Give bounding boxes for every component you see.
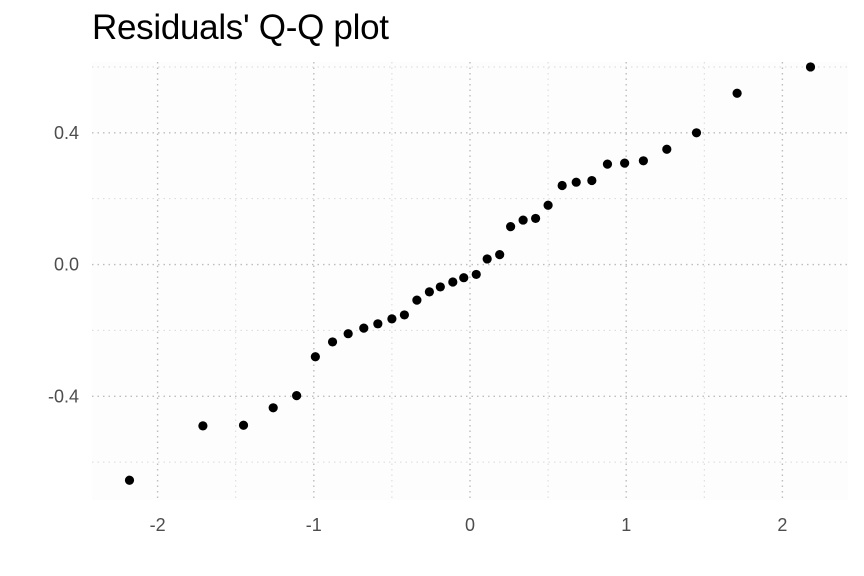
data-point	[531, 213, 541, 224]
data-point	[268, 403, 278, 413]
data-point	[662, 144, 672, 154]
data-point	[587, 175, 597, 186]
data-point	[506, 222, 516, 232]
data-point	[602, 159, 613, 169]
data-point	[292, 391, 302, 401]
data-point	[435, 282, 445, 292]
data-point	[310, 352, 320, 362]
data-point	[571, 177, 581, 187]
x-tick-label: 2	[777, 515, 787, 535]
data-point	[459, 273, 469, 283]
data-point	[557, 180, 567, 191]
data-point	[805, 62, 816, 72]
minor-gridlines	[92, 62, 848, 500]
data-point	[327, 337, 338, 347]
data-point	[238, 420, 249, 430]
x-axis-tick-labels: -2 -1 0 1 2	[150, 515, 788, 535]
data-point	[387, 314, 397, 324]
major-gridlines	[92, 62, 848, 500]
plot-panel	[92, 62, 848, 500]
data-point	[620, 158, 630, 168]
data-points	[124, 62, 816, 485]
data-point	[198, 421, 208, 431]
data-point	[638, 156, 648, 166]
data-point	[373, 319, 383, 329]
data-point	[471, 269, 481, 280]
data-point	[124, 475, 135, 485]
y-tick-label: 0.4	[54, 123, 79, 143]
data-point	[691, 128, 702, 138]
data-point	[359, 323, 369, 333]
y-tick-label: 0.0	[54, 255, 79, 275]
data-point	[543, 200, 553, 210]
x-tick-label: 1	[621, 515, 631, 535]
data-point	[424, 287, 434, 297]
data-point	[482, 254, 492, 264]
chart-title: Residuals' Q-Q plot	[92, 8, 389, 47]
x-tick-label: 0	[465, 515, 475, 535]
data-point	[343, 329, 353, 339]
x-tick-label: -1	[306, 515, 322, 535]
data-point	[448, 277, 458, 287]
data-point	[732, 88, 742, 98]
y-axis-tick-labels: -0.4 0.0 0.4	[48, 123, 79, 406]
y-tick-label: -0.4	[48, 386, 79, 406]
data-point	[518, 215, 528, 225]
data-point	[399, 310, 409, 320]
x-tick-label: -2	[150, 515, 166, 535]
data-point	[412, 295, 422, 305]
data-point	[495, 250, 505, 260]
